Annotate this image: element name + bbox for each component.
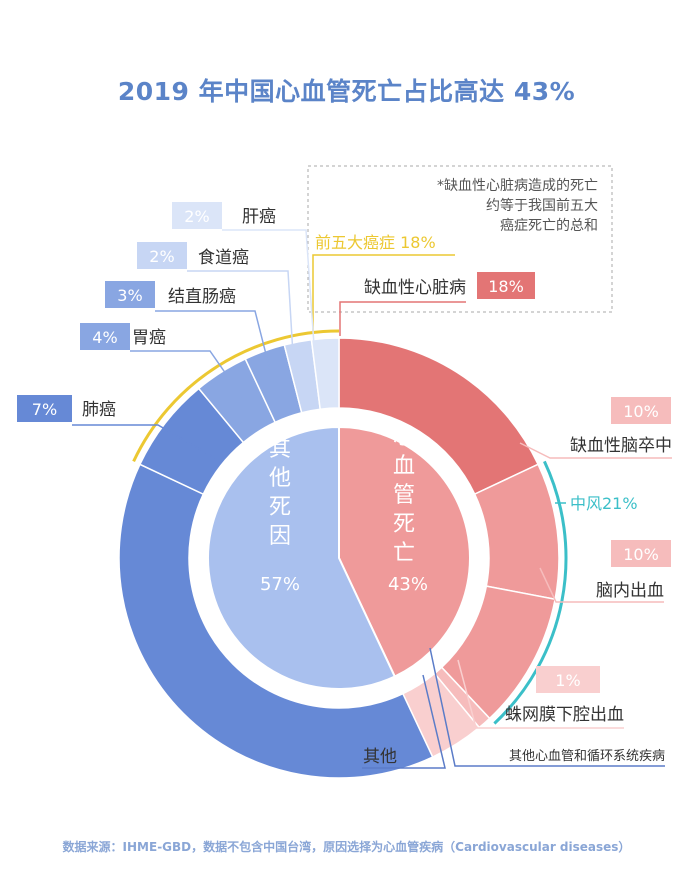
cv-death-label: 心血管死亡 (393, 425, 415, 566)
value-badge-7 (80, 323, 130, 350)
category-label-9: 食道癌 (198, 248, 249, 268)
leader-line-0 (339, 301, 466, 336)
outer-ring (118, 337, 560, 779)
leader-line-4 (429, 647, 665, 767)
annotation-line-2: 约等于我国前五大 (486, 197, 598, 214)
value-badge-6 (17, 395, 72, 422)
category-label-5: 其他 (363, 747, 397, 767)
inner-slice-0 (338, 425, 471, 678)
leader-line-7 (130, 350, 243, 398)
cancer-group-label: 前五大癌症 18% (315, 233, 436, 252)
leader-line-8 (155, 310, 271, 371)
value-label-7: 4% (92, 328, 117, 347)
stroke-group-label: 中风21% (570, 494, 638, 513)
value-label-6: 7% (32, 400, 57, 419)
category-label-6: 肺癌 (82, 400, 116, 420)
annotation-line-3: 癌症死亡的总和 (500, 218, 598, 234)
callout-labels: 18% 缺血性心脏病 10% 缺血性脑卒中 10% 脑内出血 1% 蛛网膜下腔出血其他心血管和… (17, 202, 672, 769)
chart-title: 2019 年中国心血管死亡占比高达 43% (117, 77, 576, 106)
cv-death-percent: 43% (388, 574, 428, 595)
leader-line-3 (457, 659, 624, 729)
value-badge-0 (477, 272, 535, 299)
value-label-10: 2% (184, 207, 209, 226)
category-label-7: 胃癌 (132, 328, 166, 348)
other-death-percent: 57% (260, 574, 300, 595)
leader-line-5 (362, 674, 446, 769)
category-label-2: 脑内出血 (596, 581, 664, 601)
value-badge-8 (105, 281, 155, 308)
category-label-0: 缺血性心脏病 (364, 278, 466, 298)
annotation-line-1: *缺血性心脏病造成的死亡 (437, 178, 598, 194)
category-label-8: 结直肠癌 (168, 287, 236, 307)
group-brackets: 前五大癌症 18% 中风21% (132, 233, 638, 725)
value-badge-9 (137, 242, 187, 269)
other-death-label: 其他死因 (269, 437, 291, 549)
leader-line-2 (539, 567, 664, 603)
value-badge-10 (172, 202, 222, 229)
annotation-box: *缺血性心脏病造成的死亡 约等于我国前五大 癌症死亡的总和 (307, 165, 613, 313)
stroke-bracket (493, 460, 568, 725)
category-label-3: 蛛网膜下腔出血 (505, 705, 624, 725)
outer-slice-5 (118, 463, 434, 779)
category-label-10: 肝癌 (242, 207, 276, 227)
leader-line-6 (72, 424, 216, 459)
inner-slice-1 (207, 425, 397, 690)
value-badge-2 (611, 540, 671, 567)
leader-line-10 (222, 229, 315, 346)
value-label-8: 3% (117, 286, 142, 305)
value-badge-1 (611, 397, 671, 424)
cancer-bracket (132, 329, 340, 462)
value-label-9: 2% (149, 247, 174, 266)
inner-ring: 心血管死亡 其他死因 43% 57% (207, 425, 471, 690)
category-label-4: 其他心血管和循环系统疾病 (509, 749, 665, 764)
outer-slice-10 (310, 337, 340, 411)
value-badge-3 (536, 666, 600, 693)
leader-line-1 (519, 442, 672, 459)
value-label-3: 1% (555, 671, 580, 690)
leader-line-9 (187, 270, 294, 356)
value-label-0: 18% (488, 277, 524, 296)
category-label-1: 缺血性脑卒中 (570, 436, 672, 456)
value-label-2: 10% (623, 545, 659, 564)
data-source: 数据来源：IHME-GBD，数据不包含中国台湾，原因选择为心血管疾病（Cardi… (62, 840, 631, 854)
value-label-1: 10% (623, 402, 659, 421)
